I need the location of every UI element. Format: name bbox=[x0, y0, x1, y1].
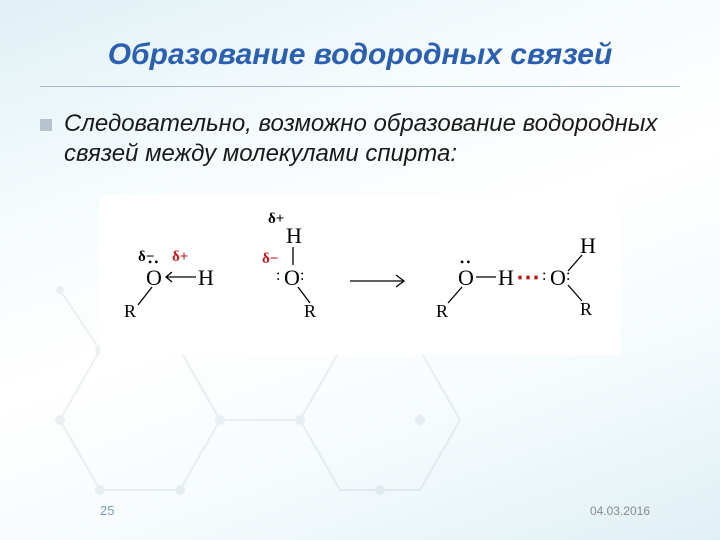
page-number: 25 bbox=[100, 503, 114, 518]
hydrogen-bond-diagram: •• O δ− H δ+ R H δ+ : O : δ− R bbox=[100, 195, 620, 355]
mol2-H-charge: δ+ bbox=[268, 211, 284, 228]
mol1-bonds bbox=[120, 255, 220, 325]
body-row: Следовательно, возможно образование водо… bbox=[40, 109, 680, 169]
title-rule bbox=[40, 86, 680, 87]
body-text: Следовательно, возможно образование водо… bbox=[64, 109, 680, 169]
mol2-bonds bbox=[280, 239, 330, 319]
mol2-O-charge: δ− bbox=[262, 251, 278, 268]
prod-bonds bbox=[432, 251, 612, 331]
page-title: Образование водородных связей bbox=[40, 38, 680, 72]
slide: Образование водородных связей Следовател… bbox=[0, 0, 720, 540]
bullet-square bbox=[40, 119, 52, 131]
reaction-arrow-icon bbox=[346, 271, 416, 291]
slide-date: 04.03.2016 bbox=[590, 504, 650, 518]
